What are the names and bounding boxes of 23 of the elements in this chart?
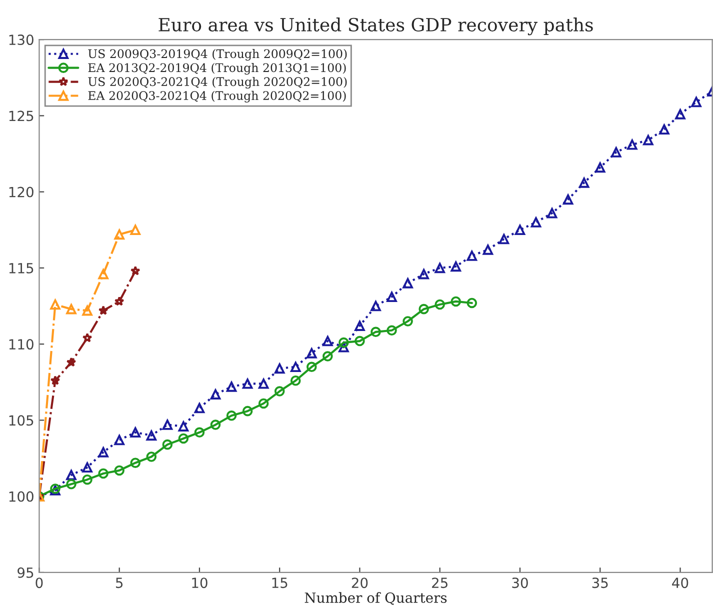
y-tick-label: 130 [9, 34, 34, 46]
x-tick-label: 5 [116, 578, 123, 588]
y-tick-label: 95 [18, 567, 34, 578]
y-tick-label: 125 [9, 110, 34, 122]
x-axis-title: Number of Quarters [304, 592, 447, 605]
y-tick-label: 115 [9, 263, 34, 274]
x-tick-label: 15 [272, 578, 288, 588]
x-tick-label: 20 [352, 578, 368, 588]
y-tick-label: 100 [9, 491, 34, 502]
legend-label: US 2020Q3-2021Q4 (Trough 2020Q2=100) [88, 76, 347, 89]
x-tick-label: 0 [36, 578, 43, 588]
legend-label: EA 2013Q2-2019Q4 (Trough 2013Q1=100) [88, 62, 346, 75]
y-tick-label: 105 [9, 415, 34, 426]
x-tick-label: 10 [192, 578, 208, 588]
x-tick-label: 25 [432, 578, 448, 588]
x-tick-label: 40 [672, 578, 688, 588]
x-tick-label: 35 [592, 578, 608, 588]
y-tick-label: 110 [9, 339, 34, 350]
y-tick-label: 120 [9, 186, 34, 198]
x-tick-label: 30 [512, 578, 528, 588]
legend-label: US 2009Q3-2019Q4 (Trough 2009Q2=100) [88, 49, 347, 61]
legend-label: EA 2020Q3-2021Q4 (Trough 2020Q2=100) [88, 90, 346, 102]
chart-title: Euro area vs United States GDP recovery paths [158, 18, 593, 36]
